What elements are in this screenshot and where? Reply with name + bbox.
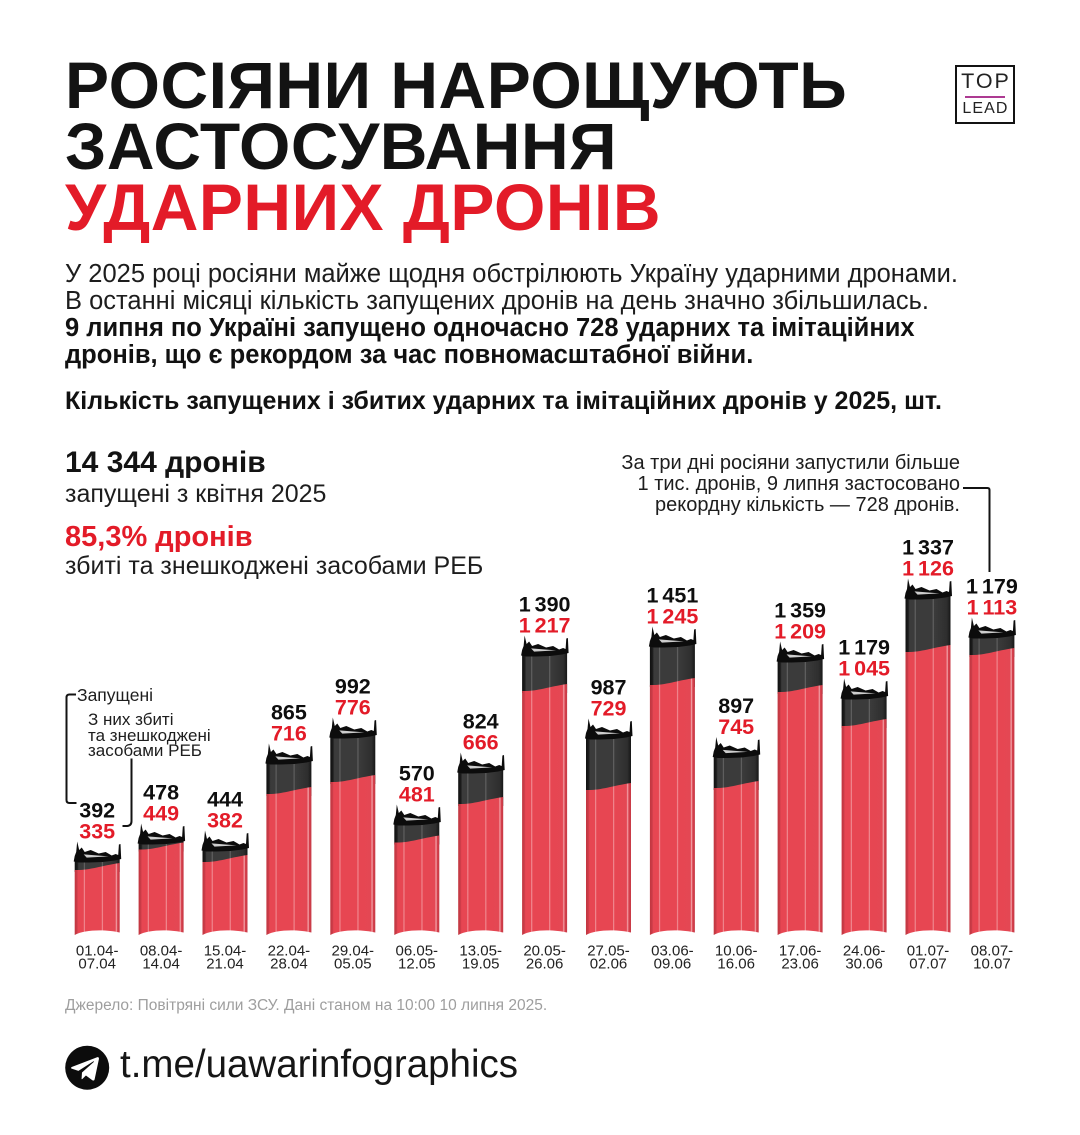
svg-text:1 209: 1 209: [774, 620, 826, 644]
svg-text:478: 478: [143, 781, 179, 805]
svg-text:10.06-: 10.06-: [715, 943, 758, 960]
svg-text:23.06: 23.06: [781, 956, 819, 973]
svg-text:20.05-: 20.05-: [523, 943, 566, 960]
svg-text:449: 449: [143, 802, 179, 826]
svg-text:824: 824: [463, 710, 499, 734]
svg-text:17.06-: 17.06-: [779, 943, 822, 960]
svg-text:08.04-: 08.04-: [140, 943, 183, 960]
svg-text:10.07: 10.07: [973, 956, 1011, 973]
svg-text:729: 729: [591, 697, 627, 721]
svg-text:16.06: 16.06: [717, 956, 755, 973]
svg-text:30.06: 30.06: [845, 956, 883, 973]
svg-text:15.04-: 15.04-: [204, 943, 247, 960]
svg-text:1 245: 1 245: [646, 605, 698, 629]
svg-text:335: 335: [79, 820, 115, 844]
svg-text:865: 865: [271, 701, 307, 725]
svg-text:29.04-: 29.04-: [332, 943, 375, 960]
svg-text:1 359: 1 359: [774, 599, 826, 623]
svg-text:28.04: 28.04: [270, 956, 308, 973]
svg-text:481: 481: [399, 783, 435, 807]
svg-text:12.05: 12.05: [398, 956, 436, 973]
svg-text:03.06-: 03.06-: [651, 943, 694, 960]
svg-text:24.06-: 24.06-: [843, 943, 886, 960]
svg-text:13.05-: 13.05-: [459, 943, 502, 960]
svg-text:444: 444: [207, 788, 243, 812]
svg-text:776: 776: [335, 696, 371, 720]
svg-text:1 217: 1 217: [519, 614, 571, 638]
svg-text:1 390: 1 390: [519, 593, 571, 617]
svg-text:06.05-: 06.05-: [396, 943, 439, 960]
svg-text:1 113: 1 113: [967, 596, 1018, 620]
svg-text:26.06: 26.06: [526, 956, 564, 973]
svg-text:01.04-: 01.04-: [76, 943, 119, 960]
svg-text:22.04-: 22.04-: [268, 943, 311, 960]
svg-text:27.05-: 27.05-: [587, 943, 630, 960]
svg-text:992: 992: [335, 675, 371, 699]
svg-text:1 451: 1 451: [646, 584, 698, 608]
svg-text:14.04: 14.04: [142, 956, 180, 973]
svg-text:02.06: 02.06: [590, 956, 628, 973]
svg-text:1 045: 1 045: [838, 657, 890, 681]
svg-text:382: 382: [207, 809, 243, 833]
svg-text:07.07: 07.07: [909, 956, 947, 973]
svg-text:01.07-: 01.07-: [907, 943, 950, 960]
svg-text:987: 987: [591, 676, 627, 700]
svg-text:05.05: 05.05: [334, 956, 372, 973]
svg-text:08.07-: 08.07-: [971, 943, 1014, 960]
svg-text:897: 897: [718, 694, 754, 718]
svg-text:716: 716: [271, 722, 307, 746]
svg-text:1 337: 1 337: [902, 536, 954, 560]
svg-text:19.05: 19.05: [462, 956, 500, 973]
svg-text:392: 392: [79, 799, 115, 823]
svg-text:666: 666: [463, 731, 499, 755]
svg-text:09.06: 09.06: [654, 956, 692, 973]
svg-text:21.04: 21.04: [206, 956, 244, 973]
svg-text:570: 570: [399, 762, 435, 786]
svg-text:1 126: 1 126: [902, 557, 954, 581]
svg-text:1 179: 1 179: [966, 575, 1018, 599]
svg-text:07.04: 07.04: [78, 956, 116, 973]
svg-text:745: 745: [718, 715, 754, 739]
svg-text:1 179: 1 179: [838, 636, 890, 660]
